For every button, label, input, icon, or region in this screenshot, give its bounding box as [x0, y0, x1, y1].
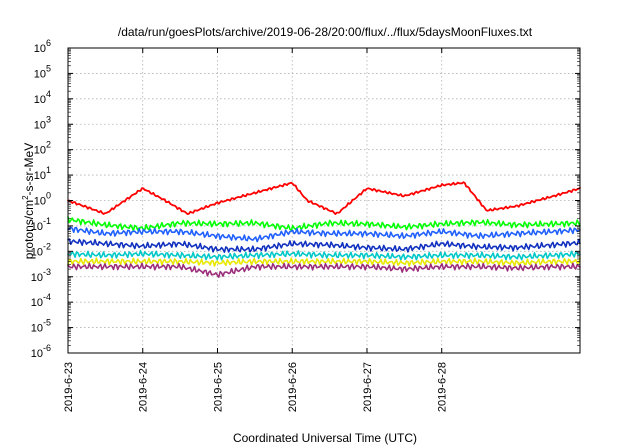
series-layer	[67, 181, 581, 278]
y-tick-exp: 6	[46, 38, 51, 48]
y-tick-base: 10	[31, 246, 43, 258]
y-tick-base: 10	[34, 170, 46, 182]
y-tick-label-12: 106	[34, 38, 51, 55]
y-tick-exp: 4	[46, 89, 51, 99]
x-tick-label-4: 2019-6-27	[362, 362, 374, 412]
y-axis-label-pre: protons/cm	[22, 200, 36, 259]
y-tick-exp: 5	[46, 63, 51, 73]
y-tick-exp: -4	[43, 292, 51, 302]
y-tick-exp: 0	[46, 191, 51, 201]
y-tick-label-1: 10-5	[31, 318, 51, 335]
y-tick-base: 10	[34, 68, 46, 80]
y-tick-exp: -5	[43, 318, 51, 328]
series-line-0	[67, 181, 581, 215]
y-tick-base: 10	[31, 272, 43, 284]
y-tick-base: 10	[31, 348, 43, 360]
y-tick-base: 10	[31, 297, 43, 309]
chart-title: /data/run/goesPlots/archive/2019-06-28/2…	[118, 25, 533, 39]
series-line-2	[67, 226, 581, 243]
y-tick-label-6: 100	[34, 191, 51, 208]
y-axis-label-post: -s-sr-MeV	[22, 143, 36, 196]
y-tick-base: 10	[31, 221, 43, 233]
y-tick-exp: 3	[46, 114, 51, 124]
y-tick-base: 10	[34, 196, 46, 208]
series-line-6	[67, 262, 581, 278]
x-tick-label-0: 2019-6-23	[63, 362, 75, 412]
y-tick-label-2: 10-4	[31, 292, 51, 309]
y-axis-label-sup: 2	[21, 195, 30, 200]
y-tick-exp: 1	[46, 165, 51, 175]
y-tick-base: 10	[34, 43, 46, 55]
y-tick-label-7: 101	[34, 165, 51, 182]
y-tick-base: 10	[31, 323, 43, 335]
y-tick-base: 10	[34, 145, 46, 157]
grid	[68, 48, 580, 353]
y-tick-exp: -1	[43, 216, 51, 226]
x-tick-label-2: 2019-6-25	[212, 362, 224, 412]
y-tick-label-0: 10-6	[31, 343, 51, 360]
x-axis-label: Coordinated Universal Time (UTC)	[233, 431, 417, 445]
x-tick-label-5: 2019-6-28	[437, 362, 449, 412]
y-tick-label-5: 10-1	[31, 216, 51, 233]
y-tick-label-11: 105	[34, 63, 51, 80]
y-tick-label-9: 103	[34, 114, 51, 131]
y-tick-exp: -3	[43, 267, 51, 277]
x-axis: 2019-6-23 2019-6-24 2019-6-25 2019-6-26 2019…	[63, 48, 449, 412]
series-line-3	[67, 238, 581, 253]
x-tick-label-1: 2019-6-24	[138, 362, 150, 412]
x-tick-label-3: 2019-6-26	[287, 362, 299, 412]
series-line-1	[67, 216, 581, 232]
y-tick-label-4: 10-2	[31, 241, 51, 258]
y-axis-label: protons/cm2-s-sr-MeV	[21, 143, 36, 259]
y-tick-base: 10	[34, 94, 46, 106]
y-tick-label-3: 10-3	[31, 267, 51, 284]
y-tick-label-8: 102	[34, 140, 51, 157]
y-tick-exp: -6	[43, 343, 51, 353]
y-tick-exp: 2	[46, 140, 51, 150]
y-tick-base: 10	[34, 119, 46, 131]
y-tick-label-10: 104	[34, 89, 51, 106]
series-line-5	[67, 257, 581, 267]
series-line-4	[67, 249, 581, 261]
y-tick-exp: -2	[43, 241, 51, 251]
